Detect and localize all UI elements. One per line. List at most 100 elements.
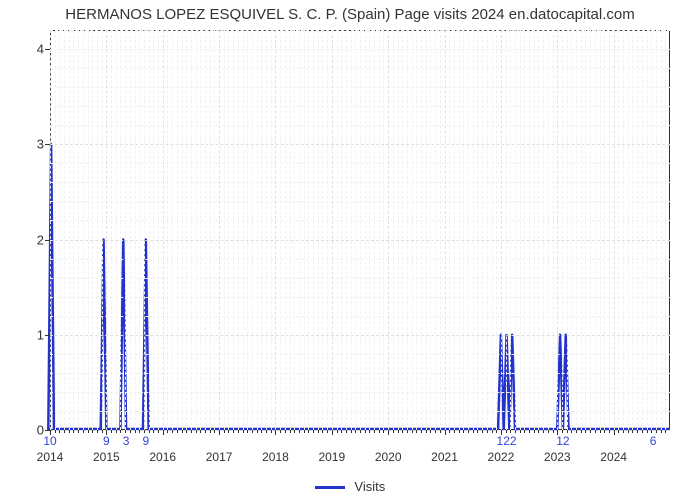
grid-v-minor <box>280 30 281 430</box>
grid-v-minor <box>243 30 244 430</box>
tick-x-minor <box>139 430 140 433</box>
grid-v-minor <box>125 30 126 430</box>
y-tick-label: 2 <box>37 232 44 247</box>
grid-v-minor <box>538 30 539 430</box>
grid-v-minor <box>97 30 98 430</box>
tick-x-minor <box>322 430 323 433</box>
grid-v-minor <box>609 30 610 430</box>
tick-x-minor <box>581 430 582 433</box>
tick-x-minor <box>628 430 629 433</box>
tick-x-major <box>445 430 446 435</box>
tick-x-minor <box>247 430 248 433</box>
tick-x-minor <box>318 430 319 433</box>
tick-x-minor <box>369 430 370 433</box>
grid-v-minor <box>73 30 74 430</box>
grid-v-minor <box>590 30 591 430</box>
tick-x-minor <box>341 430 342 433</box>
x-year-label: 2021 <box>431 450 458 464</box>
tick-x-minor <box>271 430 272 433</box>
grid-v-minor <box>247 30 248 430</box>
x-value-label: 122 <box>497 434 517 448</box>
tick-x-major <box>332 430 333 435</box>
grid-v-minor <box>59 30 60 430</box>
grid-v-minor <box>600 30 601 430</box>
tick-x-minor <box>407 430 408 433</box>
tick-x-minor <box>661 430 662 433</box>
grid-v-minor <box>83 30 84 430</box>
x-year-label: 2019 <box>318 450 345 464</box>
tick-x-minor <box>553 430 554 433</box>
tick-x-major <box>163 430 164 435</box>
grid-v-minor <box>64 30 65 430</box>
grid-v-minor <box>628 30 629 430</box>
tick-x-minor <box>496 430 497 433</box>
tick-x-minor <box>83 430 84 433</box>
tick-x-minor <box>177 430 178 433</box>
grid-v-minor <box>454 30 455 430</box>
grid-v-minor <box>571 30 572 430</box>
grid-v-major <box>50 30 51 430</box>
tick-x-minor <box>576 430 577 433</box>
tick-x-minor <box>534 430 535 433</box>
grid-v-minor <box>543 30 544 430</box>
grid-v-minor <box>186 30 187 430</box>
grid-v-minor <box>55 30 56 430</box>
tick-x-minor <box>196 430 197 433</box>
grid-v-minor <box>266 30 267 430</box>
tick-x-minor <box>158 430 159 433</box>
tick-x-minor <box>402 430 403 433</box>
tick-x-minor <box>308 430 309 433</box>
tick-x-minor <box>355 430 356 433</box>
grid-v-minor <box>257 30 258 430</box>
grid-v-minor <box>69 30 70 430</box>
grid-v-minor <box>416 30 417 430</box>
tick-x-minor <box>257 430 258 433</box>
tick-x-minor <box>351 430 352 433</box>
grid-v-minor <box>191 30 192 430</box>
grid-v-major <box>163 30 164 430</box>
tick-x-minor <box>299 430 300 433</box>
x-year-label: 2023 <box>544 450 571 464</box>
grid-v-minor <box>200 30 201 430</box>
grid-v-minor <box>647 30 648 430</box>
tick-x-minor <box>656 430 657 433</box>
tick-x-minor <box>78 430 79 433</box>
tick-x-minor <box>97 430 98 433</box>
grid-v-minor <box>529 30 530 430</box>
tick-x-minor <box>59 430 60 433</box>
x-value-label: 9 <box>142 434 149 448</box>
tick-x-minor <box>125 430 126 433</box>
tick-x-minor <box>224 430 225 433</box>
tick-x-minor <box>102 430 103 433</box>
tick-x-minor <box>487 430 488 433</box>
grid-v-minor <box>135 30 136 430</box>
y-tick-label: 1 <box>37 327 44 342</box>
tick-x-minor <box>69 430 70 433</box>
tick-x-minor <box>120 430 121 433</box>
y-tick-label: 4 <box>37 42 44 57</box>
tick-x-minor <box>623 430 624 433</box>
legend: Visits <box>0 479 700 494</box>
tick-x-minor <box>435 430 436 433</box>
grid-v-minor <box>632 30 633 430</box>
grid-v-major <box>445 30 446 430</box>
tick-x-minor <box>506 430 507 433</box>
tick-x-minor <box>313 430 314 433</box>
grid-v-minor <box>290 30 291 430</box>
grid-v-minor <box>116 30 117 430</box>
tick-x-minor <box>416 430 417 433</box>
grid-v-minor <box>130 30 131 430</box>
x-value-label: 9 <box>103 434 110 448</box>
grid-v-minor <box>238 30 239 430</box>
grid-v-minor <box>637 30 638 430</box>
grid-v-minor <box>468 30 469 430</box>
tick-x-minor <box>167 430 168 433</box>
tick-x-major <box>614 430 615 435</box>
tick-x-minor <box>55 430 56 433</box>
tick-x-minor <box>647 430 648 433</box>
grid-v-minor <box>346 30 347 430</box>
grid-v-minor <box>233 30 234 430</box>
grid-v-major <box>219 30 220 430</box>
tick-x-minor <box>510 430 511 433</box>
grid-v-minor <box>534 30 535 430</box>
